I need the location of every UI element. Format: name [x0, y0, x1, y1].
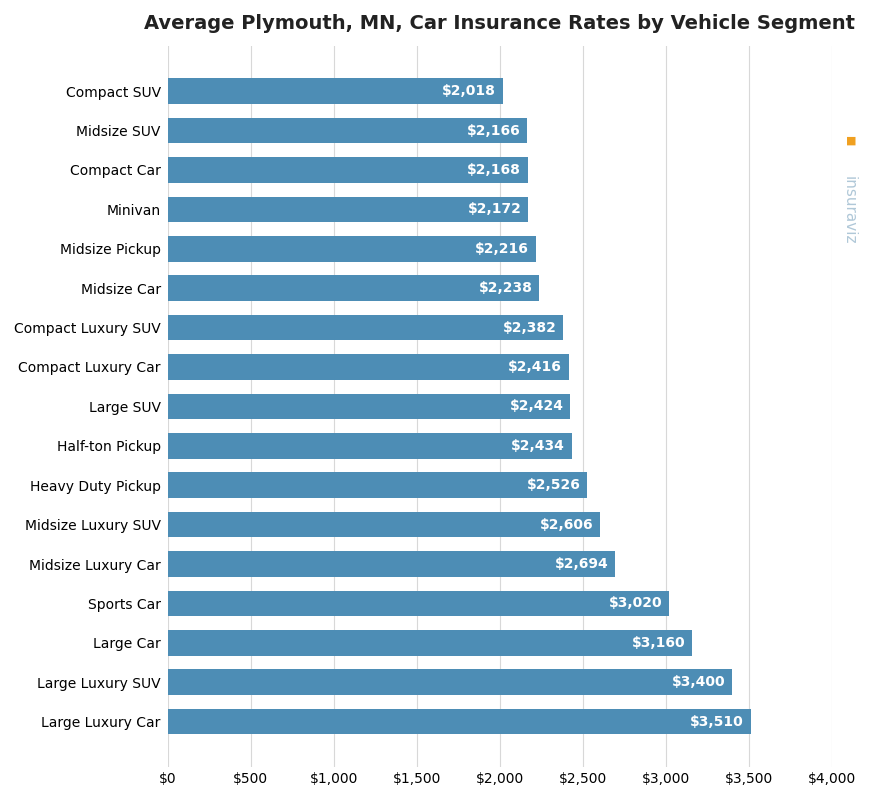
Bar: [168, 512, 600, 538]
Bar: [168, 394, 569, 419]
Text: $2,238: $2,238: [478, 281, 532, 295]
Text: $2,018: $2,018: [441, 84, 495, 98]
Bar: [168, 670, 732, 695]
Bar: [168, 197, 527, 222]
Text: $2,416: $2,416: [507, 360, 561, 374]
Bar: [168, 236, 535, 262]
Bar: [168, 118, 527, 143]
Bar: [168, 551, 614, 577]
Bar: [168, 709, 750, 734]
Bar: [168, 473, 587, 498]
Title: Average Plymouth, MN, Car Insurance Rates by Vehicle Segment: Average Plymouth, MN, Car Insurance Rate…: [144, 14, 854, 33]
Bar: [168, 78, 502, 104]
Text: $2,526: $2,526: [526, 478, 580, 492]
Bar: [168, 157, 527, 182]
Text: ■: ■: [846, 136, 856, 146]
Text: $2,424: $2,424: [509, 399, 563, 414]
Text: $2,168: $2,168: [467, 163, 521, 177]
Text: $2,216: $2,216: [474, 242, 528, 256]
Text: $2,606: $2,606: [540, 518, 594, 532]
Bar: [168, 314, 562, 341]
Bar: [168, 354, 568, 380]
Bar: [168, 433, 571, 458]
Bar: [168, 630, 692, 656]
Text: $3,160: $3,160: [632, 636, 685, 650]
Text: $3,020: $3,020: [608, 597, 662, 610]
Bar: [168, 275, 539, 301]
Text: $2,434: $2,434: [511, 439, 565, 453]
Bar: [168, 590, 668, 616]
Text: $2,166: $2,166: [467, 123, 521, 138]
Text: $3,400: $3,400: [671, 675, 725, 690]
Text: $2,172: $2,172: [468, 202, 521, 216]
Text: $2,694: $2,694: [554, 557, 607, 571]
Text: insuraviz: insuraviz: [841, 176, 856, 245]
Text: $3,510: $3,510: [689, 714, 743, 729]
Text: $2,382: $2,382: [502, 321, 556, 334]
